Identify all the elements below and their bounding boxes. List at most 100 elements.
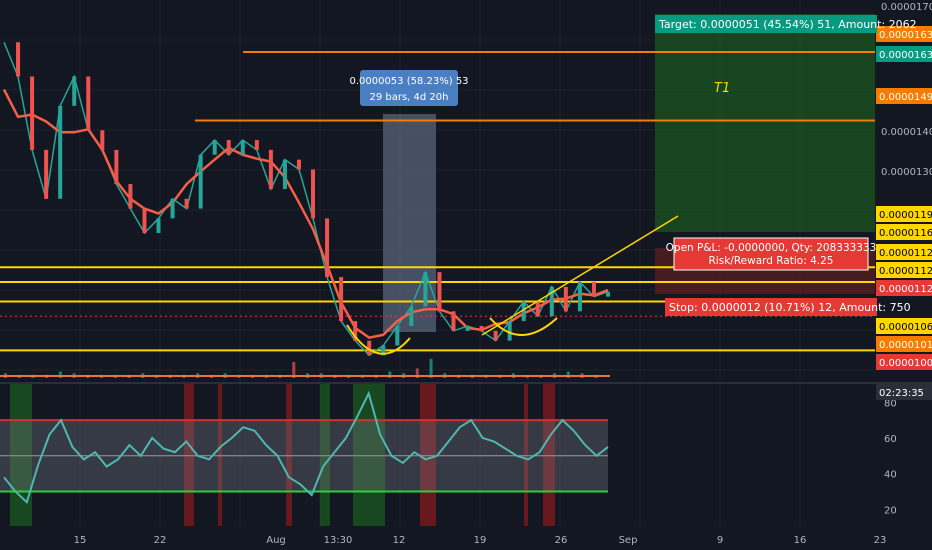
oscillator-line bbox=[3, 390, 609, 505]
price-badge bbox=[876, 88, 932, 104]
price-candle bbox=[577, 281, 582, 312]
price-candle bbox=[170, 198, 175, 219]
volume-bar bbox=[58, 371, 62, 378]
price-badge-label: 0.0000112 bbox=[879, 266, 932, 277]
time-axis-tick-label: Sep bbox=[619, 535, 638, 546]
oscillator-tick-label: 40 bbox=[884, 470, 897, 481]
price-candle bbox=[465, 325, 470, 331]
time-axis-tick-label: 12 bbox=[393, 535, 406, 546]
price-candle bbox=[549, 286, 554, 317]
volume-bar bbox=[566, 371, 570, 378]
oscillator-tick-label: 20 bbox=[884, 505, 897, 516]
price-badge-label: 0.0000149 bbox=[879, 92, 932, 103]
price-candle bbox=[437, 272, 442, 312]
price-candle bbox=[268, 149, 273, 189]
price-candle bbox=[479, 325, 484, 331]
price-candle bbox=[212, 140, 217, 155]
price-candle bbox=[535, 301, 540, 317]
price-axis-tick-label: 0.0000130 bbox=[881, 167, 932, 178]
price-candle bbox=[311, 169, 316, 219]
price-candle bbox=[353, 321, 358, 341]
price-candle bbox=[44, 149, 49, 199]
measure-label-line2: 29 bars, 4d 20h bbox=[369, 92, 448, 103]
price-candle bbox=[72, 76, 77, 106]
price-candle bbox=[282, 159, 287, 189]
price-badge-label: 0.0000106 bbox=[879, 322, 932, 333]
time-axis-tick-label: 19 bbox=[474, 535, 487, 546]
price-badge bbox=[876, 354, 932, 370]
price-badge-label: 0.0000119 bbox=[879, 210, 932, 221]
oscillator-pane: 80 60 40 20 bbox=[0, 384, 897, 526]
price-badge bbox=[876, 262, 932, 278]
price-badge bbox=[876, 336, 932, 352]
price-candle bbox=[339, 277, 344, 322]
volume-bar bbox=[388, 371, 392, 378]
pnl-line1: Open P&L: -0.0000000, Qty: 208333333 bbox=[666, 242, 877, 254]
stop-label-box bbox=[665, 298, 877, 316]
price-candle bbox=[493, 330, 498, 341]
price-badge-label: 0.0000101 bbox=[879, 340, 932, 351]
time-axis-tick-label: 15 bbox=[74, 535, 87, 546]
measure-label-line1: 0.0000053 (58.23%) 53 bbox=[349, 76, 468, 87]
trend-line bbox=[481, 215, 679, 336]
price-candle bbox=[296, 159, 301, 170]
price-candle bbox=[128, 184, 133, 209]
price-axis-tick-label: 0.0000140 bbox=[881, 127, 932, 138]
price-candle bbox=[409, 306, 414, 326]
price-candle bbox=[100, 130, 105, 150]
t1-label: T1 bbox=[714, 81, 730, 96]
price-badge-label: 0.0000100 bbox=[879, 358, 932, 369]
price-candle bbox=[86, 76, 91, 131]
price-badge-label: 0.0000163 bbox=[879, 30, 932, 41]
moving-average-line bbox=[2, 88, 609, 340]
volume-bar bbox=[429, 358, 433, 378]
oscillator-signal-zone bbox=[320, 384, 330, 526]
price-axis-tick-label: 0.0000170 bbox=[881, 2, 932, 13]
price-candle bbox=[184, 198, 189, 209]
price-badge bbox=[876, 280, 932, 296]
time-axis-tick-label: Aug bbox=[266, 535, 286, 546]
price-badge-label: 02:23:35 bbox=[879, 388, 924, 399]
price-candle bbox=[156, 218, 161, 234]
oscillator-tick-label: 60 bbox=[884, 434, 897, 445]
oscillator-signal-zone bbox=[524, 384, 528, 526]
price-axis: 0.00001700.00001400.00001300.00001200.00… bbox=[876, 2, 932, 400]
oscillator-signal-zone bbox=[218, 384, 222, 526]
price-candle bbox=[254, 140, 259, 150]
time-axis-tick-label: 22 bbox=[154, 535, 167, 546]
oscillator-tick-label: 80 bbox=[884, 398, 897, 409]
price-candle bbox=[507, 321, 512, 341]
price-badge bbox=[876, 206, 932, 222]
price-badge bbox=[876, 26, 932, 42]
time-axis-tick-label: 9 bbox=[717, 535, 723, 546]
price-candle bbox=[16, 42, 21, 77]
price-candle bbox=[198, 154, 203, 209]
measure-box bbox=[383, 114, 436, 332]
price-badge-label: 0.0000112 bbox=[879, 248, 932, 259]
time-axis-tick-label: 13:30 bbox=[324, 535, 353, 546]
price-candle bbox=[423, 272, 428, 307]
price-badge bbox=[876, 46, 932, 62]
price-candle bbox=[521, 301, 526, 322]
pnl-box bbox=[673, 237, 869, 271]
cup-arc-left bbox=[346, 324, 411, 355]
price-candle bbox=[240, 140, 245, 155]
price-badge-label: 0.0000112 bbox=[879, 284, 932, 295]
cup-arc-right bbox=[489, 317, 558, 336]
time-axis-tick-label: 26 bbox=[555, 535, 568, 546]
overlays: 0.0000053 (58.23%) 53 29 bars, 4d 20h Targ… bbox=[349, 15, 917, 316]
time-axis-tick-label: 23 bbox=[874, 535, 887, 546]
price-candle bbox=[142, 208, 147, 234]
price-badge bbox=[876, 224, 932, 240]
pnl-line2: Risk/Reward Ratio: 4.25 bbox=[709, 255, 834, 267]
oscillator-signal-zone bbox=[184, 384, 194, 526]
target-label: Target: 0.0000051 (45.54%) 51, Amount: 2… bbox=[658, 18, 917, 31]
stop-label: Stop: 0.0000012 (10.71%) 12, Amount: 750 bbox=[669, 301, 911, 314]
price-badge bbox=[876, 318, 932, 334]
volume-bar bbox=[415, 368, 419, 378]
price-badge-label: 0.0000116 bbox=[879, 228, 932, 239]
time-axis: 15 22 Aug 13:30 12 19 26 Sep 9 16 23 bbox=[74, 535, 887, 546]
time-axis-tick-label: 16 bbox=[794, 535, 807, 546]
measure-label-box bbox=[360, 70, 458, 106]
